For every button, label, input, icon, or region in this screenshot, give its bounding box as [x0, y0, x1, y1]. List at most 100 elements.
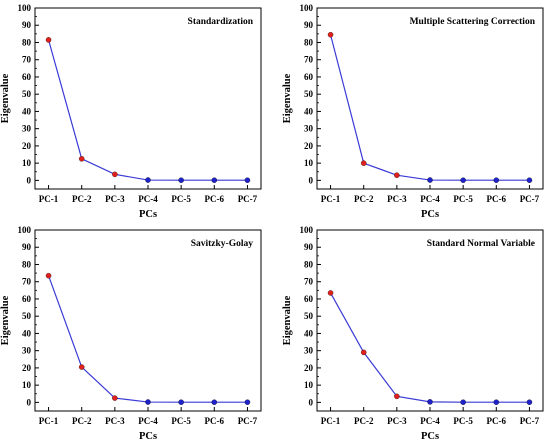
panel-title: Standardization — [188, 17, 254, 27]
x-tick-label: PC-4 — [138, 194, 158, 204]
x-tick-label: PC-6 — [205, 194, 225, 204]
y-tick-label: 40 — [22, 106, 32, 116]
y-tick-label: 20 — [304, 363, 314, 373]
data-point — [112, 395, 118, 401]
plot-frame — [34, 229, 262, 412]
plot-frame — [316, 229, 544, 412]
series-line — [329, 34, 530, 181]
x-tick-label: PC-6 — [487, 416, 507, 426]
y-tick-label: 20 — [22, 141, 32, 151]
data-point — [45, 37, 52, 43]
data-point — [211, 399, 218, 405]
data-point — [78, 156, 85, 162]
x-tick-label: PC-7 — [520, 194, 540, 204]
data-point — [145, 399, 151, 405]
chart-panel-4: 0 10 20 30 40 50 60 70 80 90 100 PC-1 PC-2 PC-3 PC-4 PC… — [282, 225, 544, 442]
y-tick-label: 0 — [27, 397, 32, 407]
x-tick-label: PC-5 — [171, 194, 191, 204]
panel-title: Savitzky-Golay — [191, 239, 254, 249]
plot-frame — [34, 7, 262, 190]
series-line — [330, 292, 530, 403]
x-tick-label: PC-2 — [72, 416, 92, 426]
y-tick-label: 20 — [304, 141, 314, 151]
data-point — [360, 160, 367, 166]
y-tick-label: 100 — [300, 3, 314, 13]
x-tick-label: PC-3 — [387, 194, 407, 204]
y-tick-label: 50 — [304, 89, 314, 99]
y-tick-label: 80 — [22, 259, 32, 269]
x-tick-label: PC-2 — [354, 194, 374, 204]
y-tick-label: 70 — [22, 55, 32, 65]
data-point — [493, 399, 500, 405]
data-point — [327, 31, 334, 38]
data-point — [427, 399, 433, 405]
y-tick-label: 10 — [22, 380, 32, 390]
y-axis-title: Eigenvalue — [282, 295, 293, 345]
y-tick-label: 50 — [22, 89, 32, 99]
data-point — [460, 399, 466, 405]
y-tick-label: 10 — [304, 380, 314, 390]
y-tick-label: 90 — [22, 242, 32, 252]
x-tick-label: PC-7 — [238, 416, 258, 426]
y-tick-label: 70 — [304, 277, 314, 287]
panel-title: Standard Normal Variable — [427, 239, 535, 249]
x-tick-label: PC-5 — [171, 416, 191, 426]
y-tick-label: 0 — [27, 175, 32, 185]
y-tick-label: 20 — [22, 363, 32, 373]
x-tick-label: PC-1 — [39, 194, 59, 204]
data-point — [460, 177, 466, 183]
y-tick-label: 30 — [304, 124, 314, 134]
data-point — [526, 399, 533, 405]
y-tick-label: 50 — [304, 311, 314, 321]
y-tick-label: 0 — [309, 175, 314, 185]
data-point — [112, 171, 118, 178]
data-point — [244, 399, 251, 405]
x-tick-label: PC-1 — [39, 416, 59, 426]
x-tick-label: PC-1 — [321, 416, 341, 426]
y-tick-label: 10 — [304, 158, 314, 168]
chart-panel-2: 0 10 20 30 40 50 60 70 80 90 100 PC-1 PC-2 PC-3 PC-4 PC… — [282, 3, 544, 220]
y-tick-label: 60 — [22, 72, 32, 82]
x-tick-label: PC-7 — [520, 416, 540, 426]
y-tick-label: 30 — [22, 346, 32, 356]
data-point — [360, 349, 367, 356]
plot-frame — [316, 7, 544, 190]
chart-panel-3: 0 10 20 30 40 50 60 70 80 90 100 PC-1 PC-2 PC-3 PC-4 PC… — [0, 225, 262, 442]
y-tick-label: 0 — [309, 397, 314, 407]
y-tick-label: 80 — [22, 37, 32, 47]
data-point — [526, 177, 533, 183]
data-point — [78, 364, 85, 370]
x-axis-title: PCs — [139, 209, 157, 220]
data-point — [211, 177, 218, 183]
y-tick-label: 60 — [304, 294, 314, 304]
data-point — [178, 399, 184, 405]
x-tick-label: PC-5 — [453, 416, 473, 426]
y-tick-label: 40 — [304, 106, 314, 116]
x-tick-label: PC-7 — [238, 194, 258, 204]
y-axis-title: Eigenvalue — [0, 295, 11, 345]
data-point — [45, 272, 52, 279]
y-tick-label: 40 — [304, 328, 314, 338]
y-tick-label: 30 — [304, 346, 314, 356]
x-tick-label: PC-1 — [321, 194, 341, 204]
series-line — [47, 275, 248, 403]
data-point — [145, 177, 151, 183]
y-axis-title: Eigenvalue — [282, 73, 293, 123]
y-tick-label: 100 — [18, 3, 32, 13]
x-tick-label: PC-2 — [72, 194, 92, 204]
y-tick-label: 100 — [300, 225, 314, 235]
x-tick-label: PC-2 — [354, 416, 374, 426]
x-tick-label: PC-3 — [105, 416, 125, 426]
panel-title: Multiple Scattering Correction — [410, 17, 536, 27]
data-point — [493, 177, 500, 183]
y-tick-label: 60 — [22, 294, 32, 304]
data-point — [394, 393, 400, 400]
y-tick-label: 10 — [22, 158, 32, 168]
data-point — [394, 172, 400, 178]
data-point — [327, 290, 334, 296]
y-tick-label: 90 — [304, 20, 314, 30]
y-tick-label: 80 — [304, 37, 314, 47]
data-point — [178, 177, 184, 183]
y-tick-label: 80 — [304, 259, 314, 269]
